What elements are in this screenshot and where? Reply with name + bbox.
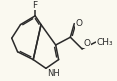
- Text: O: O: [75, 19, 82, 28]
- Text: NH: NH: [47, 69, 60, 78]
- Text: CH₃: CH₃: [97, 38, 113, 47]
- Text: F: F: [33, 1, 38, 10]
- Text: O: O: [83, 39, 90, 48]
